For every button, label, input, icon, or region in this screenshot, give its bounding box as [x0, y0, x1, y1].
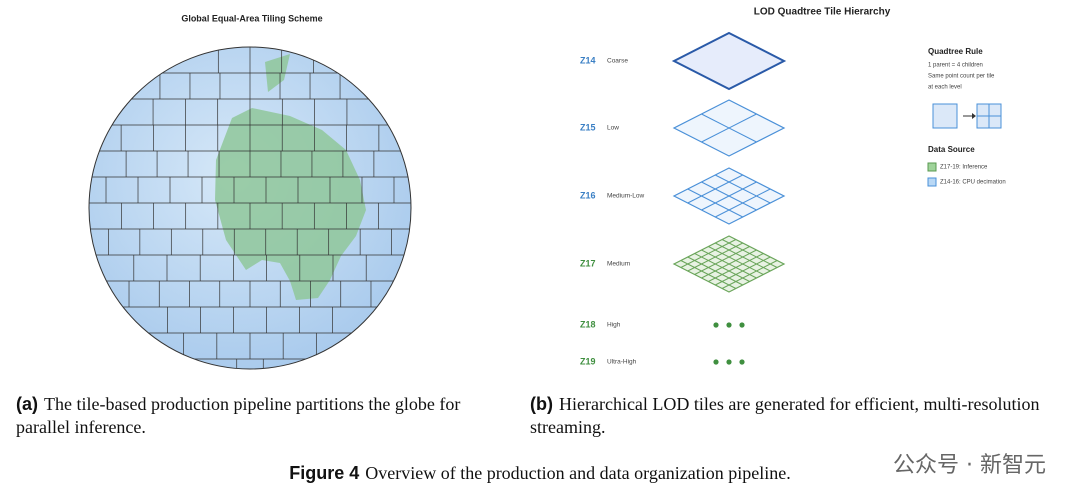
level-name: Ultra-High — [607, 359, 637, 366]
caption-b: (b) Hierarchical LOD tiles are generated … — [530, 393, 1070, 439]
zoom-label: Z15 — [580, 122, 596, 132]
level-name: Low — [607, 125, 619, 132]
caption-text: Hierarchical LOD tiles are generated for… — [530, 394, 1040, 437]
level-name: Medium — [607, 261, 630, 268]
zoom-label: Z14 — [580, 55, 596, 65]
level-name: Medium-Low — [607, 193, 645, 200]
legend-text: at each level — [928, 85, 962, 91]
subtile-edge — [715, 256, 771, 286]
lod-title: LOD Quadtree Tile Hierarchy — [754, 7, 891, 18]
legend-title: Data Source — [928, 145, 975, 154]
subtile-edge — [708, 253, 764, 282]
legend-text: Z14-16: CPU decimation — [940, 180, 1006, 186]
zoom-label: Z19 — [580, 356, 596, 366]
caption-text: The tile-based production pipeline parti… — [16, 394, 461, 437]
subtile-edge — [701, 113, 757, 143]
watermark: 公众号 · 新智元 — [893, 453, 1046, 478]
dot — [739, 322, 745, 328]
subtile-edge — [701, 181, 757, 211]
zoom-label: Z16 — [580, 190, 596, 200]
dot — [713, 359, 719, 365]
swatch — [927, 162, 937, 172]
subtile-edge — [701, 249, 757, 279]
subtile-edge — [687, 256, 743, 286]
level-name: High — [607, 322, 621, 329]
legend-text: 1 parent = 4 children — [928, 63, 983, 69]
tile — [671, 31, 787, 91]
lod-levels: Z14 Coarse Z15 Low Z16 Medium-Low Z17 Medium Z18… — [580, 31, 787, 366]
caption-label: (b) — [530, 394, 553, 414]
dot — [726, 322, 732, 328]
caption-a: (a) The tile-based production pipeline pa… — [16, 393, 506, 439]
dot — [726, 359, 732, 365]
dot — [739, 359, 745, 365]
globe — [89, 47, 411, 369]
subtile-edge — [687, 188, 743, 218]
legend-text: Z17-19: Inference — [940, 165, 988, 171]
figure-label: Figure 4 — [289, 463, 360, 483]
subtile-edge — [721, 260, 778, 289]
dot — [713, 322, 719, 328]
caption-label: (a) — [16, 394, 38, 414]
legend: Quadtree Rule 1 parent = 4 children Same… — [927, 47, 1006, 187]
zoom-label: Z18 — [580, 319, 596, 329]
figure-caption: Figure 4 Overview of the production and d… — [0, 462, 1080, 485]
figure: Global Equal-Area Tiling Scheme LOD Quad… — [88, 7, 1006, 370]
zoom-label: Z17 — [580, 258, 596, 268]
figure-caption-text: Overview of the production and data orga… — [365, 463, 791, 483]
legend-title: Quadtree Rule — [928, 47, 983, 56]
subtile-edge — [715, 188, 771, 218]
swatch — [927, 177, 937, 187]
legend-text: Same point count per tile — [928, 74, 995, 80]
parent-tile — [932, 103, 958, 129]
globe-title: Global Equal-Area Tiling Scheme — [181, 13, 322, 23]
subtile-edge — [694, 253, 750, 282]
subtile-edge — [680, 260, 737, 289]
level-name: Coarse — [607, 58, 628, 65]
